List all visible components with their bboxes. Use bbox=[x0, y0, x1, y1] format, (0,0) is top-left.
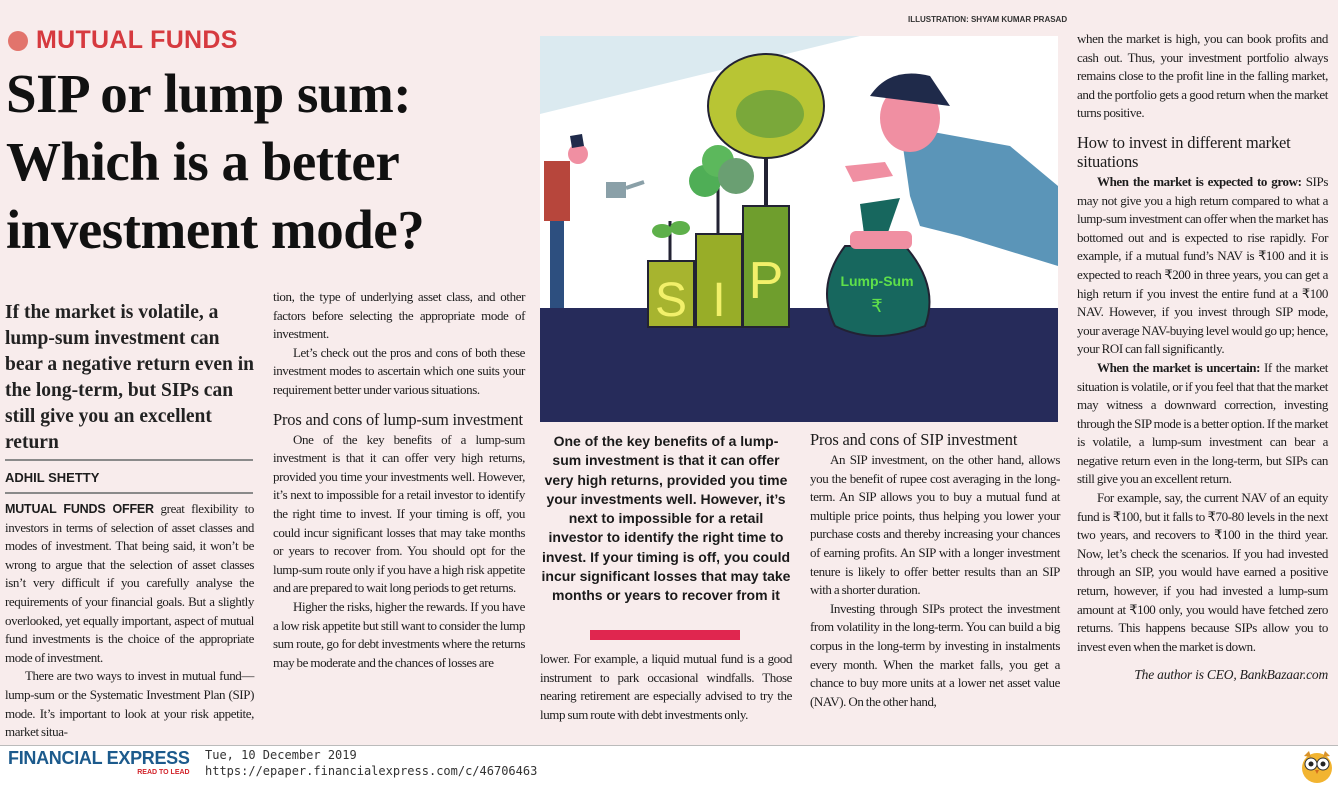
rupee-icon: ₹ bbox=[871, 296, 882, 317]
paragraph: Higher the risks, higher the rewards. If… bbox=[273, 598, 525, 670]
gardener-figure bbox=[544, 134, 645, 308]
lump-sum-bag: Lump-Sum ₹ bbox=[826, 198, 931, 337]
column-1: MUTUAL FUNDS OFFER great flexibility to … bbox=[5, 500, 254, 742]
logo-tagline: READ TO LEAD bbox=[137, 769, 190, 776]
kicker-label: MUTUAL FUNDS bbox=[36, 26, 238, 54]
paragraph: For example, say, the current NAV of an … bbox=[1077, 490, 1328, 654]
floor bbox=[540, 308, 1058, 422]
bullet-icon bbox=[8, 30, 28, 51]
pull-quote-bar bbox=[590, 630, 740, 640]
bag-label: Lump-Sum bbox=[840, 273, 913, 289]
column-2: tion, the type of underlying asset class… bbox=[273, 288, 525, 672]
deck: If the market is volatile, a lump-sum in… bbox=[5, 302, 254, 453]
headline: SIP or lump sum: Which is a better inves… bbox=[6, 63, 425, 260]
author-note: The author is CEO, BankBazaar.com bbox=[1134, 667, 1328, 683]
edition-meta: Tue, 10 December 2019 https://epaper.fin… bbox=[205, 747, 537, 779]
subheading: Pros and cons of SIP investment bbox=[810, 430, 1018, 449]
owl-icon[interactable] bbox=[1300, 748, 1334, 784]
column-4: Pros and cons of SIP investment An SIP i… bbox=[810, 420, 1060, 711]
paragraph: tion, the type of underlying asset class… bbox=[273, 289, 525, 342]
paragraph: when the market is high, you can book pr… bbox=[1077, 31, 1328, 121]
column-3: lower. For example, a liquid mutual fund… bbox=[540, 650, 792, 724]
businessman-figure bbox=[845, 73, 1058, 266]
paragraph: lower. For example, a liquid mutual fund… bbox=[540, 651, 792, 722]
column-5: when the market is high, you can book pr… bbox=[1077, 30, 1328, 685]
divider bbox=[5, 459, 253, 461]
divider bbox=[5, 492, 253, 494]
subheading: Pros and cons of lump-sum investment bbox=[273, 409, 523, 429]
paragraph: SIPs may not give you a high return comp… bbox=[1077, 173, 1328, 357]
publication-logo[interactable]: FINANCIAL EXPRESS bbox=[8, 748, 190, 768]
sip-letter-i: I bbox=[712, 274, 725, 327]
byline: ADHIL SHETTY bbox=[5, 470, 100, 485]
bold-lead: When the market is expected to grow: bbox=[1097, 173, 1302, 189]
bold-lead: When the market is uncertain: bbox=[1097, 359, 1261, 375]
pull-quote: One of the key benefits of a lump-sum in… bbox=[541, 433, 791, 604]
trees bbox=[652, 53, 825, 261]
sip-letter-s: S bbox=[655, 274, 687, 327]
paragraph: Let’s check out the pros and cons of bot… bbox=[273, 344, 525, 397]
section-kicker: MUTUAL FUNDS bbox=[8, 26, 238, 55]
paragraph: great flexibility to investors in terms … bbox=[5, 501, 254, 665]
illustration-credit: ILLUSTRATION: SHYAM KUMAR PRASAD bbox=[908, 15, 1068, 24]
subheading: How to invest in different market situat… bbox=[1077, 132, 1291, 171]
footer bbox=[0, 745, 1338, 786]
paragraph: Investing through SIPs protect the inves… bbox=[810, 600, 1060, 709]
illustration: S I P Lump-Sum ₹ bbox=[540, 36, 1058, 422]
sip-bars: S I P bbox=[647, 205, 790, 328]
paragraph: There are two ways to invest in mutual f… bbox=[5, 668, 254, 740]
publication-brand[interactable]: FINANCIAL EXPRESS READ TO LEAD bbox=[8, 749, 190, 777]
edition-date: Tue, 10 December 2019 bbox=[205, 748, 357, 762]
edition-url[interactable]: https://epaper.financialexpress.com/c/46… bbox=[205, 764, 538, 778]
lead-in: MUTUAL FUNDS OFFER bbox=[5, 502, 154, 516]
paragraph: An SIP investment, on the other hand, al… bbox=[810, 452, 1060, 598]
paragraph: One of the key benefits of a lump-sum in… bbox=[273, 431, 525, 596]
sip-letter-p: P bbox=[749, 252, 784, 310]
paragraph: If the market situation is volatile, or … bbox=[1077, 359, 1328, 487]
